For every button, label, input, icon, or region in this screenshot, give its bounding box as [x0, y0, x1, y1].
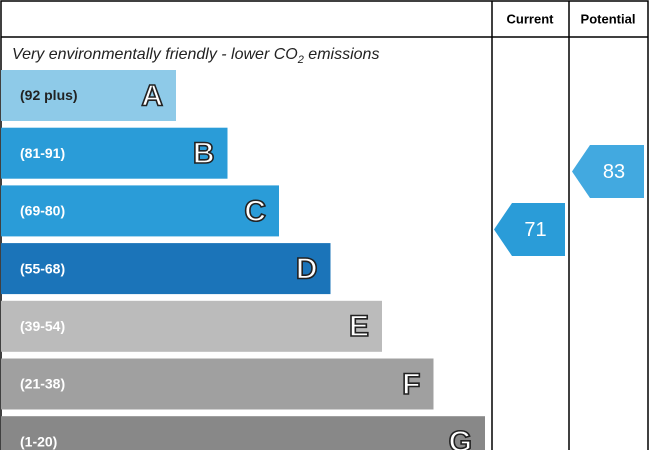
band-range: (1-20)	[20, 433, 57, 449]
subtitle-subscript: 2	[297, 54, 304, 66]
potential-value: 83	[603, 161, 625, 183]
potential-arrow	[572, 145, 644, 198]
subtitle-text: Very environmentally friendly - lower CO	[12, 46, 298, 63]
band-range: (81-91)	[20, 145, 65, 161]
band	[1, 127, 228, 179]
current-arrow	[494, 203, 565, 256]
band-letter: E	[349, 310, 369, 343]
band-letter: F	[402, 368, 420, 401]
band-letter: G	[449, 426, 472, 450]
band-range: (21-38)	[20, 376, 65, 392]
band-letter: A	[141, 79, 163, 112]
current-header: Current	[507, 11, 555, 26]
band-range: (55-68)	[20, 260, 65, 276]
band	[1, 300, 382, 352]
band-range: (39-54)	[20, 318, 65, 334]
subtitle-suffix: emissions	[304, 46, 380, 63]
band	[1, 185, 279, 237]
subtitle: Very environmentally friendly - lower CO…	[12, 46, 379, 66]
potential-header: Potential	[581, 11, 636, 26]
band-letter: C	[244, 195, 266, 228]
band-letter: D	[296, 253, 318, 286]
band-letter: B	[193, 137, 215, 170]
band	[1, 243, 331, 295]
band-range: (92 plus)	[20, 87, 78, 103]
band	[1, 358, 434, 410]
band	[1, 70, 176, 121]
band	[1, 416, 485, 450]
band-range: (69-80)	[20, 203, 65, 219]
current-value: 71	[524, 219, 546, 241]
